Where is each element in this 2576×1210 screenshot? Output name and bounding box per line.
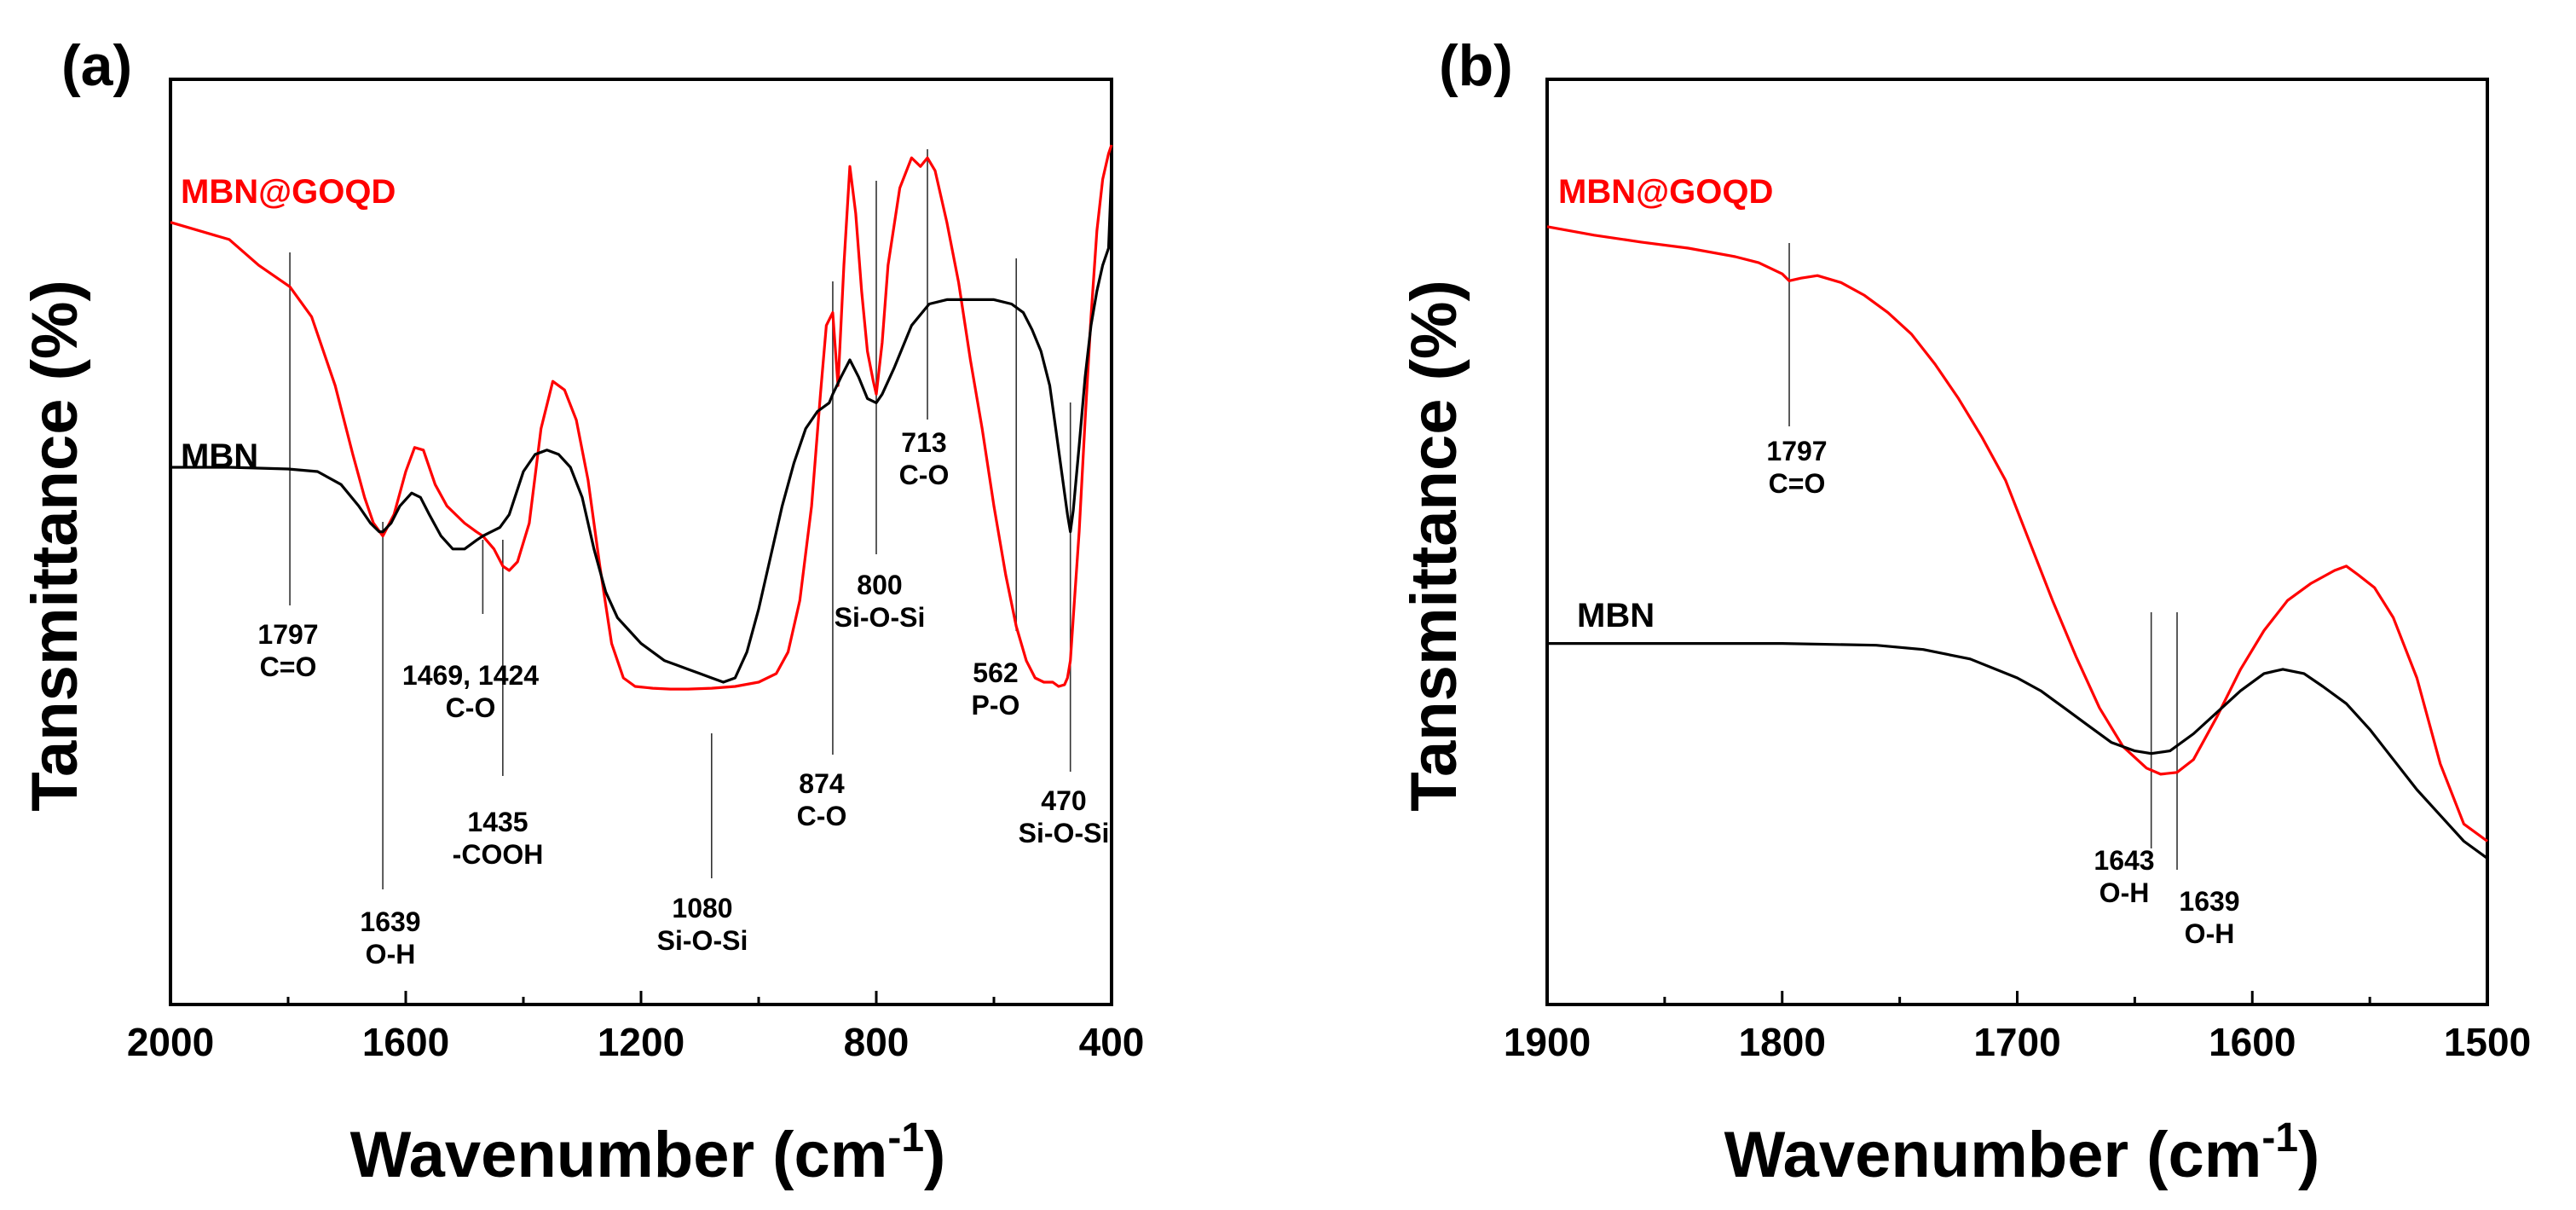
annotation-label: O-H: [2185, 918, 2235, 949]
annotation-label: Si-O-Si: [835, 602, 926, 633]
x-tick-label: 800: [844, 1020, 910, 1064]
annotation-label: 1797: [257, 619, 318, 650]
x-axis-title: Wavenumber (cm-1): [350, 1115, 946, 1191]
annotation-label: 1643: [2094, 845, 2154, 876]
annotation-label: 1639: [360, 906, 420, 937]
x-tick-label: 1200: [598, 1020, 684, 1064]
annotation-label: C=O: [1769, 468, 1826, 499]
annotation-label: 470: [1041, 785, 1086, 816]
annotation-label: O-H: [2099, 877, 2150, 908]
annotation-label: 1469, 1424: [402, 660, 539, 691]
series-line-mbn: [1547, 642, 2488, 860]
panel-label: (a): [61, 33, 132, 98]
x-axis-title: Wavenumber (cm-1): [1724, 1115, 2320, 1191]
x-tick-label: 1700: [1973, 1020, 2060, 1064]
panel-b: (b) 1900 1800 1700 1600 1500 Wavenumber (cm-1)…: [1398, 33, 2531, 1191]
x-tick-label: 2000: [127, 1020, 214, 1064]
annotation-label: 1080: [672, 893, 732, 923]
annotation-label: 562: [973, 657, 1018, 688]
annotation-label: Si-O-Si: [657, 925, 748, 956]
x-tick-label: 1800: [1739, 1020, 1826, 1064]
annotation-label: C-O: [797, 801, 847, 831]
series-line-mbn-goqd: [170, 144, 1113, 691]
annotation-label: 874: [799, 768, 845, 799]
x-tick-label: 1500: [2444, 1020, 2531, 1064]
plot-frame: [1545, 78, 2489, 1006]
plot-frame: [169, 78, 1113, 1006]
legend-label-mbn: MBN: [1577, 597, 1655, 634]
annotation-label: C-O: [446, 692, 496, 723]
y-axis-title: Tansmittance (%): [1398, 280, 1470, 812]
x-tick-label: 1900: [1504, 1020, 1591, 1064]
y-axis-title: Tansmittance (%): [19, 280, 91, 812]
panel-a: (a) 2000 1600 1200 800 400 Wavenumber (cm-1) Ta…: [19, 33, 1144, 1191]
annotation-label: C=O: [260, 651, 317, 682]
legend-label-mbn-goqd: MBN@GOQD: [1558, 173, 1773, 211]
annotation-label: Si-O-Si: [1019, 818, 1110, 848]
x-tick-label: 1600: [2209, 1020, 2296, 1064]
annotation-label: -COOH: [453, 839, 544, 870]
series-line-mbn: [170, 171, 1113, 684]
panel-label: (b): [1439, 33, 1513, 98]
annotation-label: 713: [901, 427, 946, 458]
legend-label-mbn-goqd: MBN@GOQD: [181, 173, 396, 211]
annotation-label: 1639: [2179, 886, 2239, 917]
series-line-mbn-goqd: [1546, 225, 2488, 842]
legend-label-mbn: MBN: [181, 437, 258, 475]
annotation-label: 800: [857, 570, 902, 600]
annotation-label: 1435: [467, 807, 528, 837]
annotation-label: C-O: [899, 460, 950, 490]
x-tick-label: 400: [1079, 1020, 1145, 1064]
annotation-label: 1797: [1766, 436, 1827, 466]
x-tick-label: 1600: [362, 1020, 449, 1064]
annotation-label: O-H: [366, 939, 416, 970]
annotation-label: P-O: [972, 690, 1020, 721]
